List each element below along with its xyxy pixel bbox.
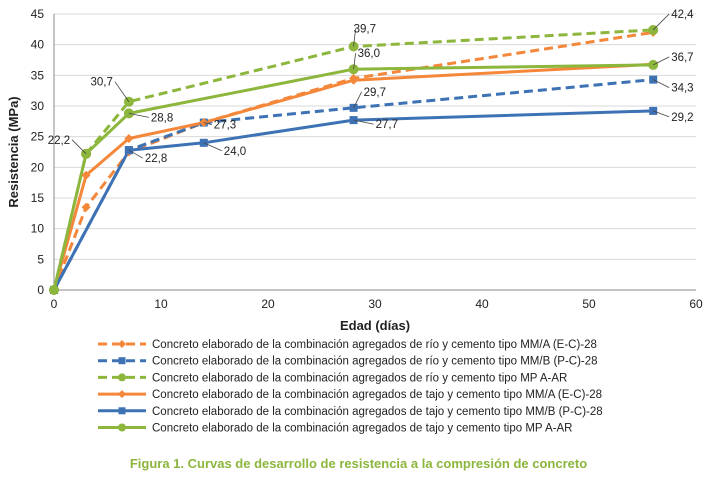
leader-line [653,79,670,88]
data-point [49,285,59,295]
series-line [52,28,654,291]
y-tick-label: 10 [31,222,45,236]
legend-swatch-marker [118,357,126,365]
data-label: 36,0 [358,48,380,60]
data-label: 27,3 [214,120,236,132]
leader-line [652,13,670,31]
leader-line [353,28,356,47]
leader-line [71,139,87,155]
legend-swatch-marker [118,390,126,399]
y-tick-label: 25 [31,130,45,144]
y-tick-label: 5 [37,252,44,266]
x-tick-label: 50 [582,297,596,311]
data-point [81,170,91,180]
legend-label: Concreto elaborado de la combinación agr… [152,389,602,401]
leader-line [128,149,144,159]
tick-labels: 0 5 10 15 20 25 30 35 40 45 0 10 20 30 40 50 60 [31,7,703,311]
axes [53,14,696,291]
series-line [52,62,654,291]
y-tick-label: 0 [37,283,44,297]
legend-swatch-marker [118,423,126,432]
data-label: 36,7 [671,52,693,64]
y-tick-label: 45 [31,7,45,21]
legend-swatch-marker [118,407,126,415]
x-tick-label: 30 [368,297,382,311]
data-label: 30,7 [91,77,113,89]
x-tick-label: 0 [51,297,58,311]
leader-line [653,56,670,66]
leader-line [353,53,356,70]
legend: Concreto elaborado de la combinación agr… [98,339,603,435]
leader-line [653,110,670,118]
legend-swatch-marker [118,373,126,382]
data-label: 39,7 [354,24,376,36]
data-label: 27,7 [376,119,398,131]
legend-label: Concreto elaborado de la combinación agr… [152,406,603,418]
data-label: 28,8 [151,112,173,124]
leader-line [128,112,149,118]
y-tick-label: 30 [31,99,45,113]
leader-line [114,81,130,102]
y-tick-label: 20 [31,160,45,174]
data-label: 22,8 [145,153,167,165]
figure-caption: Figura 1. Curvas de desarrollo de resist… [129,456,588,471]
data-labels: 22,8 27,3 29,7 34,3 22,2 30,7 39,7 42,4 24,0 27,7… [48,9,694,165]
x-tick-label: 20 [261,297,275,311]
x-axis-title: Edad (días) [340,318,410,333]
series-line [52,63,654,291]
legend-label: Concreto elaborado de la combinación agr… [152,423,572,435]
leader-line [203,142,222,152]
data-label: 34,3 [671,83,693,95]
y-tick-label: 15 [31,191,45,205]
leader-line [353,91,362,109]
y-tick-label: 40 [31,38,45,52]
x-tick-label: 40 [475,297,489,311]
x-tick-label: 10 [154,297,168,311]
y-tick-label: 35 [31,68,45,82]
x-tick-label: 60 [689,297,703,311]
data-label: 22,2 [48,135,70,147]
legend-label: Concreto elaborado de la combinación agr… [152,372,567,384]
leader-line [203,122,212,125]
data-label: 42,4 [671,9,694,21]
data-point [124,134,134,144]
legend-label: Concreto elaborado de la combinación agr… [152,339,597,351]
data-point [349,75,359,85]
legend-label: Concreto elaborado de la combinación agr… [152,356,598,368]
y-axis-title: Resistencia (MPa) [6,96,21,207]
data-label: 29,2 [671,112,693,124]
data-point [81,202,91,212]
series-line [52,109,654,291]
data-label: 24,0 [224,146,246,158]
data-label: 29,7 [364,87,386,99]
leader-line [353,119,374,125]
legend-swatch-marker [118,340,126,348]
